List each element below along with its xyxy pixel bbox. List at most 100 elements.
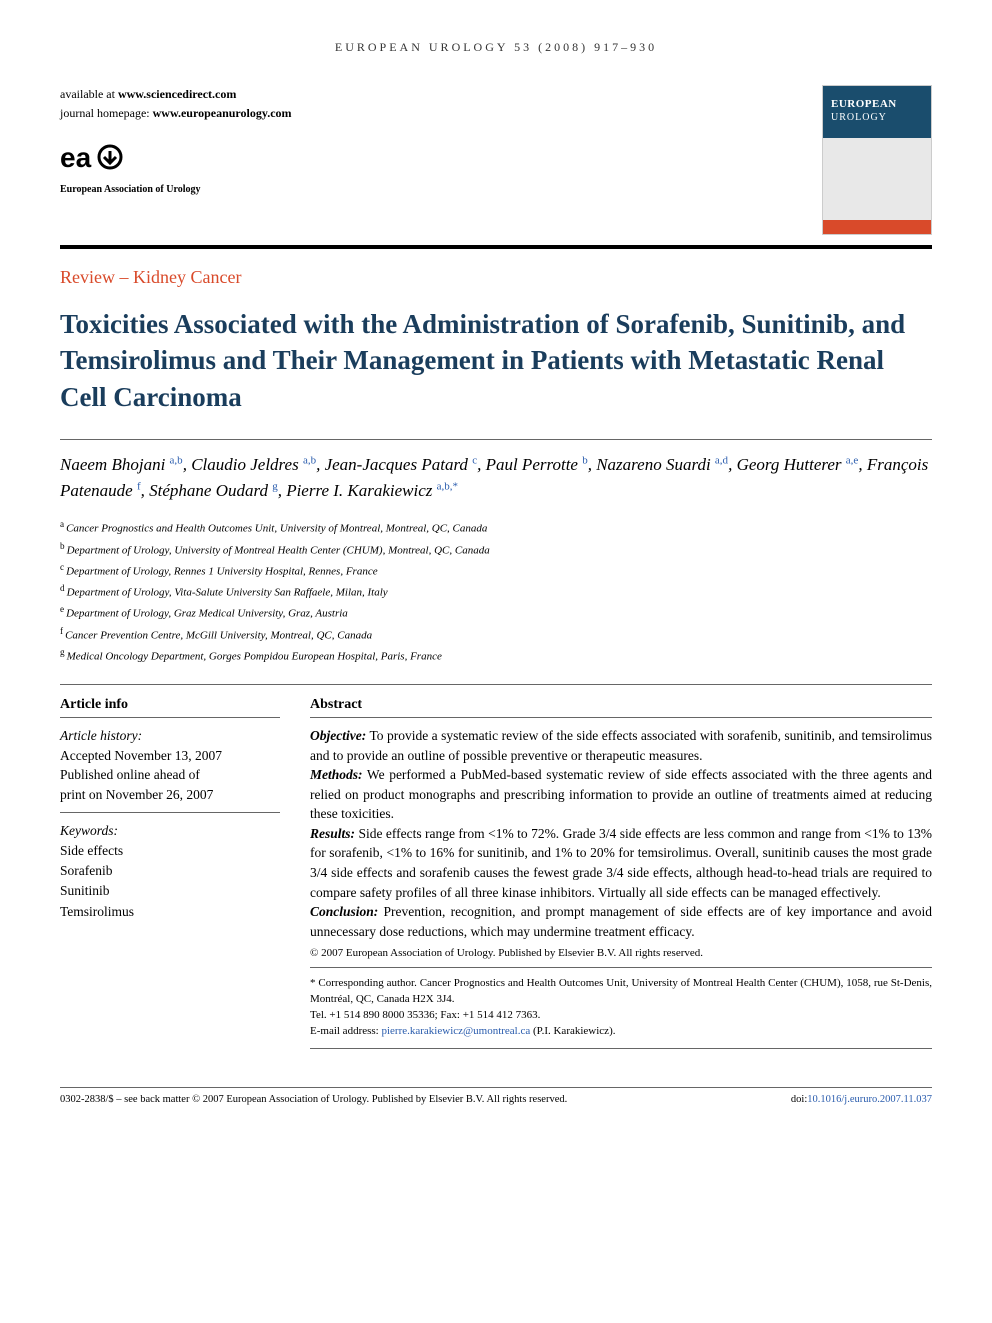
abstract-head: Abstract — [310, 697, 932, 713]
top-row: available at www.sciencedirect.com journ… — [60, 85, 932, 235]
affiliation-key: a — [60, 519, 64, 529]
content-row: Article info Article history: Accepted N… — [60, 697, 932, 1057]
footer-left: 0302-2838/$ – see back matter © 2007 Eur… — [60, 1094, 567, 1105]
abstract-part-label: Objective: — [310, 728, 366, 743]
affiliations-rule — [60, 684, 932, 685]
abstract-column: Abstract Objective: To provide a systema… — [310, 697, 932, 1057]
author: Stéphane Oudard g — [149, 481, 278, 500]
keywords-block: Keywords: Side effectsSorafenibSunitinib… — [60, 821, 280, 922]
affiliation: cDepartment of Urology, Rennes 1 Univers… — [60, 560, 932, 581]
abstract-part-label: Results: — [310, 826, 355, 841]
corresponding-author-block: * Corresponding author. Cancer Prognosti… — [310, 976, 932, 1040]
keyword: Sorafenib — [60, 861, 280, 881]
footer-doi-wrap: doi:10.1016/j.eururo.2007.11.037 — [791, 1094, 932, 1105]
info-rule-2 — [60, 812, 280, 813]
abstract-part: Methods: We performed a PubMed-based sys… — [310, 765, 932, 824]
affiliation-key: b — [60, 541, 65, 551]
availability-prefix-2: journal homepage: — [60, 106, 153, 120]
keyword: Sunitinib — [60, 881, 280, 901]
affiliations-list: aCancer Prognostics and Health Outcomes … — [60, 517, 932, 666]
corr-email-suffix: (P.I. Karakiewicz). — [530, 1025, 615, 1037]
abstract-part-label: Methods: — [310, 767, 363, 782]
abstract-copyright: © 2007 European Association of Urology. … — [310, 947, 932, 959]
article-history-block: Article history: Accepted November 13, 2… — [60, 726, 280, 804]
abstract-part: Conclusion: Prevention, recognition, and… — [310, 902, 932, 941]
eau-logo-icon: ea — [60, 143, 140, 177]
affiliation: fCancer Prevention Centre, McGill Univer… — [60, 624, 932, 645]
keywords-list: Side effectsSorafenibSunitinibTemsirolim… — [60, 841, 280, 922]
corr-email-line: E-mail address: pierre.karakiewicz@umont… — [310, 1024, 932, 1040]
author-affiliation-ref[interactable]: a,b — [303, 455, 316, 467]
author: Claudio Jeldres a,b — [191, 455, 316, 474]
affiliation-key: g — [60, 647, 65, 657]
affiliation-key: d — [60, 583, 65, 593]
corr-line-1: * Corresponding author. Cancer Prognosti… — [310, 976, 932, 1008]
keyword: Temsirolimus — [60, 902, 280, 922]
history-line-0: Accepted November 13, 2007 — [60, 746, 280, 766]
availability-block: available at www.sciencedirect.com journ… — [60, 85, 292, 203]
author: Paul Perrotte b — [486, 455, 588, 474]
eau-logo-text: European Association of Urology — [60, 184, 292, 195]
article-info-head: Article info — [60, 697, 280, 713]
footer-line: 0302-2838/$ – see back matter © 2007 Eur… — [60, 1094, 932, 1105]
affiliation: gMedical Oncology Department, Gorges Pom… — [60, 645, 932, 666]
author: Nazareno Suardi a,d — [596, 455, 728, 474]
corr-line-2: Tel. +1 514 890 8000 35336; Fax: +1 514 … — [310, 1008, 932, 1024]
availability-prefix-1: available at — [60, 87, 118, 101]
thick-rule — [60, 245, 932, 249]
author: Pierre I. Karakiewicz a,b,* — [286, 481, 458, 500]
abstract-part: Results: Side effects range from <1% to … — [310, 824, 932, 902]
availability-url-1: www.sciencedirect.com — [118, 87, 236, 101]
history-line-2: print on November 26, 2007 — [60, 785, 280, 805]
keyword: Side effects — [60, 841, 280, 861]
availability-url-2: www.europeanurology.com — [153, 106, 292, 120]
affiliation: eDepartment of Urology, Graz Medical Uni… — [60, 602, 932, 623]
affiliation: dDepartment of Urology, Vita-Salute Univ… — [60, 581, 932, 602]
affiliation-key: c — [60, 562, 64, 572]
eau-logo-block: ea European Association of Urology — [60, 143, 292, 195]
author-affiliation-ref[interactable]: a,b,* — [437, 480, 458, 492]
keywords-label: Keywords: — [60, 821, 280, 841]
corr-email[interactable]: pierre.karakiewicz@umontreal.ca — [381, 1025, 530, 1037]
availability-line-1: available at www.sciencedirect.com — [60, 85, 292, 104]
abstract-rule — [310, 717, 932, 718]
affiliation: aCancer Prognostics and Health Outcomes … — [60, 517, 932, 538]
section-label: Review – Kidney Cancer — [60, 267, 932, 288]
abstract-part: Objective: To provide a systematic revie… — [310, 726, 932, 765]
footer-doi[interactable]: 10.1016/j.eururo.2007.11.037 — [807, 1094, 932, 1105]
availability-line-2: journal homepage: www.europeanurology.co… — [60, 104, 292, 123]
author: Jean-Jacques Patard c — [325, 455, 478, 474]
article-info-column: Article info Article history: Accepted N… — [60, 697, 280, 1057]
cover-band — [823, 220, 931, 234]
journal-header: EUROPEAN UROLOGY 53 (2008) 917–930 — [60, 40, 932, 55]
cover-subtitle: UROLOGY — [831, 112, 887, 123]
svg-text:ea: ea — [60, 143, 92, 173]
author: Georg Hutterer a,e — [737, 455, 859, 474]
article-title: Toxicities Associated with the Administr… — [60, 306, 932, 415]
author-affiliation-ref[interactable]: a,d — [715, 455, 728, 467]
footer-doi-label: doi: — [791, 1094, 807, 1105]
authors-list: Naeem Bhojani a,b, Claudio Jeldres a,b, … — [60, 452, 932, 503]
affiliation-key: e — [60, 604, 64, 614]
author-affiliation-ref[interactable]: a,e — [846, 455, 859, 467]
history-line-1: Published online ahead of — [60, 765, 280, 785]
author-affiliation-ref[interactable]: c — [472, 455, 477, 467]
journal-cover-thumbnail: EUROPEAN UROLOGY — [822, 85, 932, 235]
cover-title: EUROPEAN — [831, 98, 897, 110]
abstract-part-label: Conclusion: — [310, 904, 378, 919]
author-affiliation-ref[interactable]: f — [137, 480, 141, 492]
footer-rule — [60, 1087, 932, 1088]
affiliation-key: f — [60, 626, 63, 636]
abstract-body: Objective: To provide a systematic revie… — [310, 726, 932, 941]
article-history-label: Article history: — [60, 726, 280, 746]
author-affiliation-ref[interactable]: a,b — [170, 455, 183, 467]
title-rule — [60, 439, 932, 440]
info-rule-1 — [60, 717, 280, 718]
author-affiliation-ref[interactable]: g — [272, 480, 278, 492]
corr-end-rule — [310, 1048, 932, 1049]
corr-email-label: E-mail address: — [310, 1025, 381, 1037]
author-affiliation-ref[interactable]: b — [582, 455, 588, 467]
affiliation: bDepartment of Urology, University of Mo… — [60, 539, 932, 560]
corr-rule — [310, 967, 932, 968]
author: Naeem Bhojani a,b — [60, 455, 183, 474]
